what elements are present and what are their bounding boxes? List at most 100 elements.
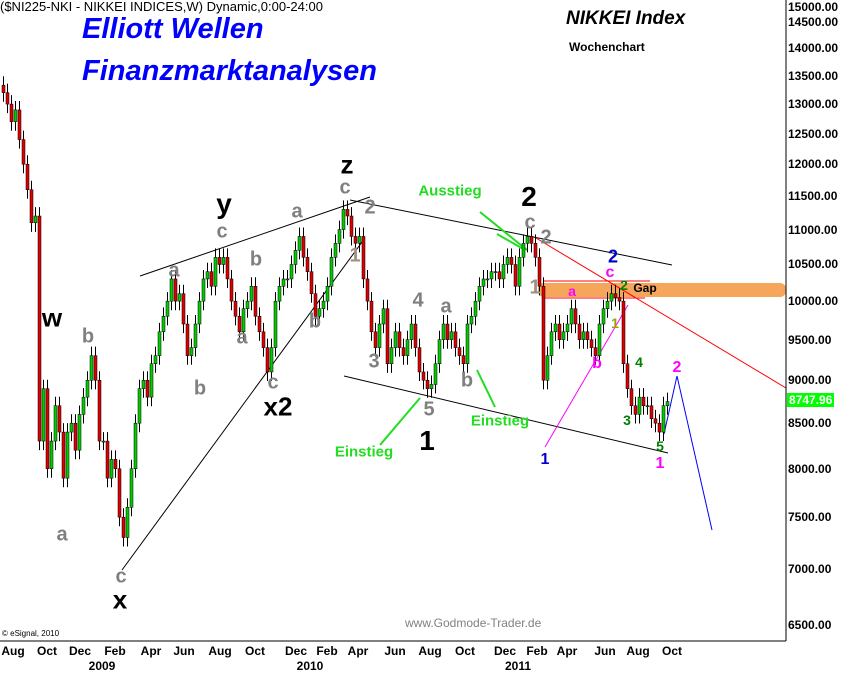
wave-label: a — [236, 326, 248, 349]
candle-body — [249, 286, 254, 302]
candle-body — [165, 300, 170, 317]
wave-label: 1 — [655, 455, 665, 472]
candle-body — [241, 308, 246, 333]
x-tick-label: Feb — [526, 644, 548, 658]
candle-body — [465, 323, 470, 365]
y-tick-label: 13500.00 — [788, 68, 839, 83]
wave-label: 2 — [672, 359, 682, 376]
watermark: www.Godmode-Trader.de — [405, 616, 542, 630]
candle-body — [293, 250, 298, 265]
candle-body — [497, 271, 502, 280]
candle-body — [101, 440, 106, 443]
brand-line-1: Elliott Wellen — [82, 13, 264, 45]
wave-label: c — [267, 371, 279, 394]
candle-body — [649, 405, 654, 420]
candle-body — [469, 316, 474, 325]
wave-label: b — [81, 325, 95, 348]
candle-body — [665, 401, 670, 406]
candle-body — [513, 264, 518, 287]
candle-body — [57, 405, 62, 433]
candle-body — [85, 380, 90, 398]
candle-body — [477, 286, 482, 302]
candle-body — [501, 264, 506, 280]
y-tick-label: 9000.00 — [788, 373, 832, 388]
candle-body — [205, 271, 210, 280]
wave-label: c — [115, 565, 127, 588]
wave-b-line — [544, 304, 629, 448]
candle-body — [637, 396, 642, 415]
candle-body — [585, 331, 590, 340]
candle-body — [657, 422, 662, 433]
chart-subtitle: Wochenchart — [569, 40, 645, 54]
wave-label: b — [592, 355, 602, 372]
channel-upper-line — [349, 199, 673, 266]
candle-body — [1, 84, 6, 93]
candle-body — [517, 257, 522, 287]
wave-label: a — [568, 283, 576, 299]
x-tick-label: Aug — [418, 644, 442, 658]
candle-body — [113, 459, 118, 469]
candle-body — [377, 323, 382, 348]
y-tick-label: 6500.00 — [788, 617, 832, 632]
candle-body — [577, 323, 582, 340]
candle-body — [69, 422, 74, 433]
candle-body — [105, 440, 110, 479]
candle-body — [429, 384, 434, 389]
wave-label: c — [524, 211, 536, 234]
ausstieg-arrow — [479, 211, 528, 251]
wave-label: 2 — [607, 246, 619, 267]
wave-label: a — [291, 200, 303, 223]
channel-lower-line — [343, 375, 669, 454]
wave-label: Einstieg — [334, 443, 394, 461]
candle-body — [529, 236, 534, 244]
candle-body — [453, 331, 458, 348]
wave-label: 5 — [656, 438, 664, 454]
candle-body — [73, 422, 78, 451]
candle-body — [229, 278, 234, 302]
y-z-upper-trendline — [139, 196, 371, 277]
candle-body — [557, 323, 562, 340]
candle-body — [641, 396, 646, 406]
x-tick-label: Feb — [104, 644, 126, 658]
candle-body — [445, 323, 450, 340]
wave-label: 2 — [620, 277, 628, 293]
candle-body — [133, 422, 138, 469]
candle-body — [209, 271, 214, 287]
candle-body — [381, 308, 386, 325]
x-tick-label: Apr — [347, 644, 369, 658]
x-year-label: 2010 — [296, 659, 324, 673]
candle-body — [117, 468, 122, 518]
y-tick-label: 12000.00 — [788, 157, 839, 172]
candle-body — [633, 405, 638, 415]
x-tick-label: Aug — [1, 644, 25, 658]
candle-body — [289, 264, 294, 280]
candle-body — [233, 300, 238, 317]
candle-body — [493, 271, 498, 273]
candle-body — [5, 92, 10, 105]
candle-body — [217, 257, 222, 265]
x-tick-label: Oct — [454, 644, 476, 658]
x-year-label: 2009 — [88, 659, 116, 673]
candle-body — [53, 405, 58, 442]
einstieg-arrow-2 — [476, 369, 496, 408]
candle-body — [533, 243, 538, 258]
wave-label: 1 — [611, 315, 619, 331]
wave-label: b — [193, 377, 207, 400]
candle-body — [661, 405, 666, 433]
candle-body — [201, 278, 206, 302]
candle-body — [145, 380, 150, 398]
wave-label: 5 — [423, 398, 435, 421]
candle-body — [137, 388, 142, 424]
candle-body — [589, 339, 594, 348]
candle-body — [173, 278, 178, 302]
wave-label: c — [605, 264, 615, 281]
candle-body — [653, 418, 658, 424]
candle-body — [393, 331, 398, 348]
x-tick-label: Jun — [384, 644, 406, 658]
candle-body — [541, 286, 546, 381]
x-tick-label: Aug — [626, 644, 650, 658]
candle-body — [213, 257, 218, 287]
candle-body — [81, 396, 86, 415]
candle-body — [545, 355, 550, 381]
candle-body — [581, 331, 586, 340]
